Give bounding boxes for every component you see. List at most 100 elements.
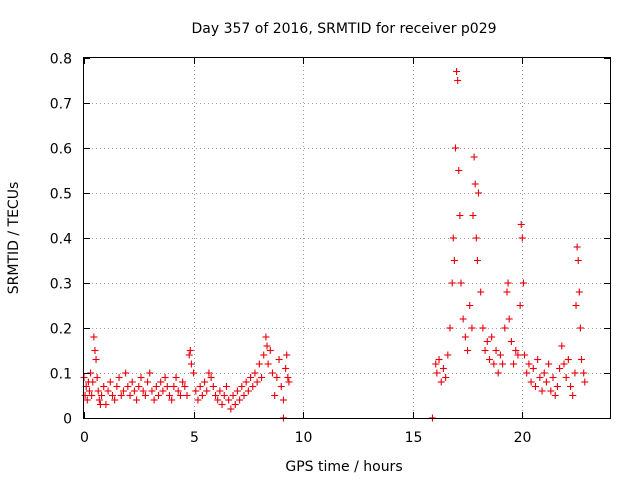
data-point	[106, 378, 114, 386]
data-point	[490, 360, 498, 368]
data-point	[227, 405, 235, 413]
data-point	[231, 401, 239, 408]
data-point	[92, 356, 100, 363]
data-point	[91, 347, 99, 354]
data-point	[117, 392, 125, 399]
data-point	[283, 351, 291, 359]
data-point	[94, 387, 102, 395]
data-point	[196, 383, 204, 390]
data-point	[580, 369, 588, 377]
data-point	[575, 288, 583, 296]
y-tick-label: 0.5	[50, 187, 72, 203]
data-point	[192, 387, 200, 395]
data-point	[492, 347, 500, 354]
data-point	[216, 387, 224, 395]
data-point	[187, 360, 195, 368]
data-point	[181, 383, 189, 390]
data-point	[507, 338, 515, 345]
data-point	[514, 351, 522, 359]
x-tick-label: 20	[514, 430, 532, 446]
data-point	[122, 369, 130, 377]
data-point	[455, 167, 463, 174]
data-point	[437, 378, 445, 386]
data-point	[542, 378, 550, 386]
data-point	[538, 387, 546, 395]
data-point	[253, 378, 261, 386]
data-point	[238, 383, 246, 390]
data-point	[481, 347, 489, 354]
data-point	[504, 279, 512, 287]
data-point	[275, 356, 283, 363]
data-point	[251, 369, 259, 377]
data-point	[201, 378, 209, 386]
data-point	[108, 392, 116, 399]
data-point	[536, 374, 544, 381]
data-point	[190, 369, 198, 377]
data-point	[519, 279, 527, 287]
plot-frame	[83, 57, 611, 419]
data-point	[560, 360, 568, 368]
data-point	[271, 392, 279, 399]
data-point	[102, 401, 110, 408]
data-point	[523, 369, 531, 377]
data-point	[205, 369, 213, 377]
data-point	[277, 383, 285, 390]
data-point	[531, 383, 539, 390]
data-point	[435, 356, 443, 363]
data-point	[155, 392, 163, 399]
data-point	[126, 392, 134, 399]
y-tick-label: 0.7	[50, 97, 72, 113]
x-tick-label: 5	[190, 430, 199, 446]
data-point	[501, 324, 509, 332]
data-point	[176, 392, 184, 399]
data-point	[549, 374, 557, 381]
data-point	[273, 374, 281, 381]
data-point	[576, 324, 584, 332]
data-point	[510, 360, 518, 368]
data-point	[222, 383, 230, 390]
data-point	[512, 347, 520, 354]
data-point	[115, 374, 123, 381]
data-point	[255, 360, 263, 368]
data-point	[264, 360, 272, 368]
data-point	[453, 68, 461, 75]
data-point	[439, 365, 447, 372]
data-point	[170, 383, 178, 390]
data-point	[547, 387, 555, 395]
data-point	[85, 387, 93, 395]
data-point	[135, 383, 143, 390]
data-point	[569, 392, 577, 399]
x-axis-label: GPS time / hours	[285, 459, 402, 475]
data-point	[525, 360, 533, 368]
data-point	[494, 369, 502, 377]
data-point	[263, 342, 271, 350]
data-point	[518, 234, 526, 242]
data-point	[220, 392, 228, 399]
data-point	[457, 279, 465, 287]
data-point	[516, 302, 524, 309]
data-point	[471, 180, 479, 188]
data-point	[88, 392, 96, 399]
data-point	[139, 387, 147, 395]
y-tick-labels: 0 0.1 0.2 0.3 0.4 0.5 0.6 0.7 0.8	[50, 52, 72, 428]
data-point	[133, 396, 141, 404]
data-point	[464, 347, 472, 354]
data-point	[185, 351, 193, 359]
data-point	[90, 333, 98, 341]
data-point	[258, 374, 266, 381]
data-point	[249, 383, 257, 390]
data-point	[571, 369, 579, 377]
data-point	[104, 387, 112, 395]
data-point	[229, 392, 237, 399]
data-point	[152, 383, 160, 390]
data-point	[521, 351, 529, 359]
data-point	[225, 396, 233, 404]
data-point	[450, 257, 458, 264]
data-point	[266, 347, 274, 354]
data-point	[564, 356, 572, 363]
data-point	[279, 396, 287, 404]
data-point	[503, 288, 511, 296]
data-point	[477, 288, 485, 296]
data-point	[209, 383, 217, 390]
data-point	[214, 396, 222, 404]
